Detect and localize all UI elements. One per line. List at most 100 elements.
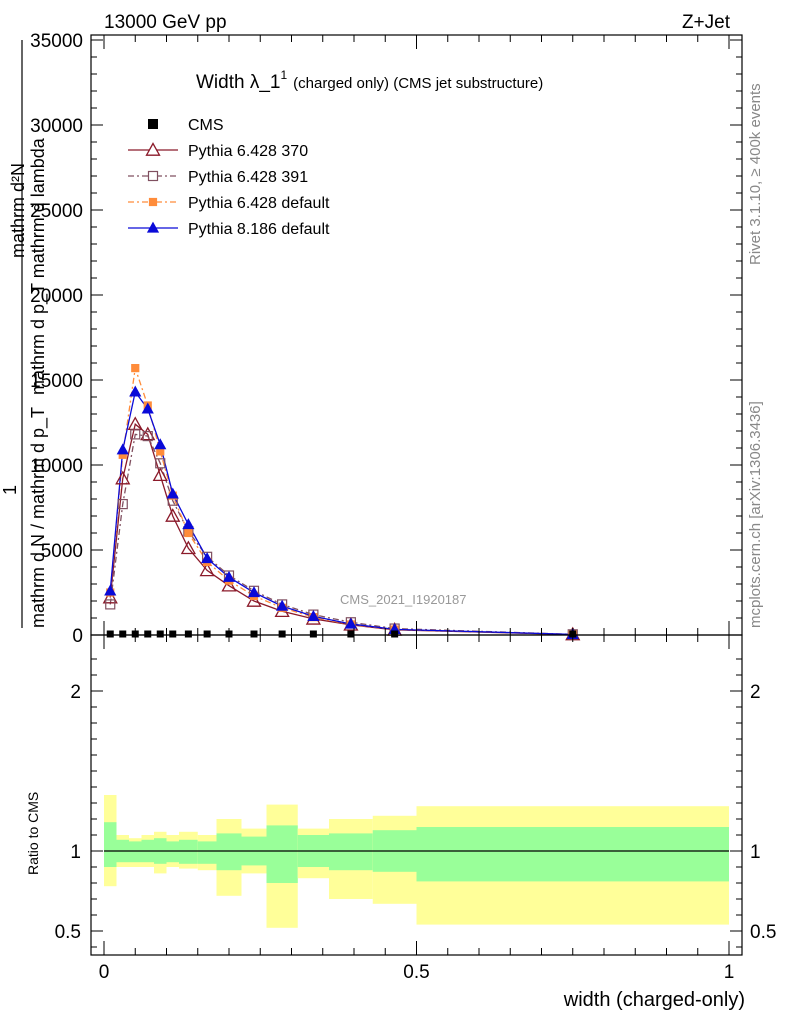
y-axis-label-top-2: mathrm d p_T mathrm d lambda [28, 137, 49, 395]
series-3-point-2 [131, 364, 140, 373]
legend-marker-4 [146, 221, 160, 233]
series-4-point-7 [201, 552, 214, 564]
series-1-point-8 [221, 577, 237, 592]
cms-point-10 [278, 630, 286, 638]
analysis-watermark: CMS_2021_I1920187 [340, 592, 467, 607]
series-4-point-3 [141, 402, 154, 414]
series-4-point-6 [182, 518, 195, 530]
series-1-point-9 [246, 593, 262, 607]
side-mcplots-label: mcplots.cern.ch [arXiv:1306.3436] [747, 401, 764, 628]
main-ytick-label-4: 20000 [30, 286, 83, 307]
legend-label-1: Pythia 6.428 370 [188, 143, 308, 160]
cms-point-11 [309, 630, 317, 638]
legend-marker-3 [148, 197, 158, 207]
ratio-ytick-label-right-1: 1 [750, 842, 761, 863]
series-3-point-6 [184, 528, 193, 538]
header-left: 13000 GeV pp [104, 12, 227, 33]
cms-point-6 [184, 630, 192, 638]
ratio-ytick-label-right-0: 0.5 [750, 922, 776, 943]
ratio-band-green-7 [197, 841, 217, 864]
ratio-bands [104, 795, 729, 928]
series-4-point-1 [116, 443, 129, 455]
cms-point-3 [144, 630, 152, 638]
legend-label-0: CMS [188, 117, 224, 134]
ratio-band-green-6 [179, 839, 198, 864]
ratio-band-green-5 [166, 841, 179, 863]
series-2-point-3 [142, 431, 153, 442]
legend: CMS Pythia 6.428 370 Pythia 6.428 391 Pythi… [128, 117, 330, 238]
ratio-band-green-14 [416, 827, 729, 882]
series-4-point-8 [222, 570, 236, 582]
ratio-band-green-12 [329, 833, 373, 871]
plot-title-main: Width λ_1 [196, 72, 280, 93]
header-right: Z+Jet [682, 12, 731, 33]
main-axes: 0 5000 10000 15000 20000 25000 30000 35000 [30, 31, 743, 647]
legend-marker-2 [147, 170, 159, 182]
series-1-point-3 [140, 426, 156, 441]
series-4-point-12 [344, 617, 357, 629]
series-2-point-4 [155, 458, 166, 469]
series-line-1 [109, 423, 573, 636]
legend-marker-1 [145, 142, 161, 156]
cms-point-9 [250, 630, 258, 638]
cms-point-7 [203, 630, 211, 638]
plot-title-superscript: 1 [280, 68, 287, 82]
plot-title-small: (charged only) (CMS jet substructure) [293, 75, 543, 92]
ratio-band-green-10 [266, 825, 298, 883]
ratio-ytick-label-2: 2 [70, 682, 81, 703]
ratio-ytick-label-right-2: 2 [750, 682, 761, 703]
ratio-ytick-label-1: 1 [70, 842, 81, 863]
cms-point-13 [391, 630, 399, 638]
series-1-point-5 [165, 508, 181, 522]
legend-label-4: Pythia 8.186 default [188, 221, 330, 238]
side-rivet-label: Rivet 3.1.10, ≥ 400k events [747, 83, 764, 265]
main-ytick-label-1: 5000 [41, 541, 83, 562]
ratio-axes: 0 0.5 1 0.5 0.5 1 1 2 2 [55, 634, 776, 983]
series-2-point-1 [117, 499, 128, 510]
xtick-label-2: 1 [724, 962, 735, 983]
ratio-band-green-0 [104, 822, 117, 867]
y-axis-label-top: mathrm d²N [8, 163, 28, 258]
main-ytick-label-5: 25000 [30, 201, 83, 222]
series-1-point-1 [115, 470, 131, 485]
x-axis-label: width (charged-only) [563, 989, 745, 1011]
xtick-label-0: 0 [99, 962, 110, 983]
xtick-label-1: 0.5 [403, 962, 429, 983]
main-ytick-label-6: 30000 [30, 116, 83, 137]
series-line-2 [109, 433, 573, 635]
series-1-point-4 [152, 467, 168, 482]
series-line-3 [109, 367, 573, 636]
main-ytick-label-7: 35000 [30, 31, 83, 52]
main-ytick-label-0: 0 [72, 626, 83, 647]
series-4-point-11 [307, 609, 320, 621]
plot-title: Width λ_11 (charged only) (CMS jet substr… [196, 68, 543, 93]
series-1-point-6 [180, 540, 196, 555]
legend-marker-cms [148, 119, 158, 129]
ratio-band-green-8 [216, 833, 242, 871]
series-1-point-7 [199, 562, 215, 577]
series-2-point-2 [130, 429, 141, 440]
ratio-ytick-label-0: 0.5 [55, 922, 81, 943]
series-4-point-9 [247, 586, 261, 598]
series-4-point-0 [104, 584, 117, 596]
main-ytick-label-2: 10000 [30, 456, 83, 477]
series-4-point-5 [166, 487, 179, 499]
y-axis-label-one: 1 [0, 485, 20, 495]
legend-label-2: Pythia 6.428 391 [188, 169, 308, 186]
series-1-point-0 [102, 589, 118, 604]
series-2-point-0 [105, 599, 116, 610]
cms-point-12 [347, 630, 355, 638]
main-ytick-label-3: 15000 [30, 371, 83, 392]
cms-point-4 [156, 630, 164, 638]
cms-point-1 [119, 630, 127, 638]
cms-point-5 [169, 630, 177, 638]
y-axis-label-bottom: mathrm d N / mathrm d p_T [28, 407, 49, 628]
series-4-point-2 [129, 385, 142, 397]
legend-label-3: Pythia 6.428 default [188, 195, 330, 212]
ratio-axis-label: Ratio to CMS [25, 792, 41, 875]
ratio-band-green-2 [129, 841, 142, 863]
cms-point-0 [106, 630, 114, 638]
series-4-point-4 [154, 438, 167, 450]
series-4-point-10 [276, 599, 289, 611]
